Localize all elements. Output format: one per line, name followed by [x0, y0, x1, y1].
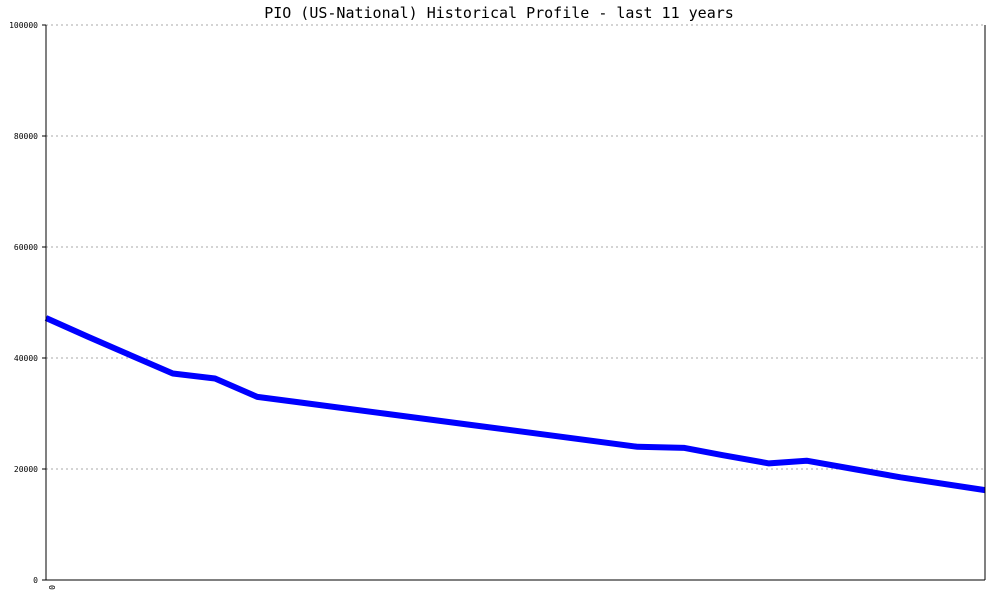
y-tick-label: 40000	[14, 354, 38, 363]
y-axis-ticks: 0 20000 40000 60000 80000 100000	[9, 21, 46, 585]
y-tick-label: 80000	[14, 132, 38, 141]
axes	[45, 25, 986, 581]
y-tick-label: 60000	[14, 243, 38, 252]
series-line	[44, 315, 986, 494]
chart-title: PIO (US-National) Historical Profile - l…	[264, 4, 734, 22]
y-tick-label: 100000	[9, 21, 38, 30]
grid-lines	[46, 24, 985, 470]
series-layer	[44, 315, 986, 494]
y-tick-label: 20000	[14, 465, 38, 474]
x-tick-label: 0	[47, 585, 56, 590]
y-tick-label: 0	[33, 576, 38, 585]
x-axis-ticks: 0	[47, 585, 56, 590]
